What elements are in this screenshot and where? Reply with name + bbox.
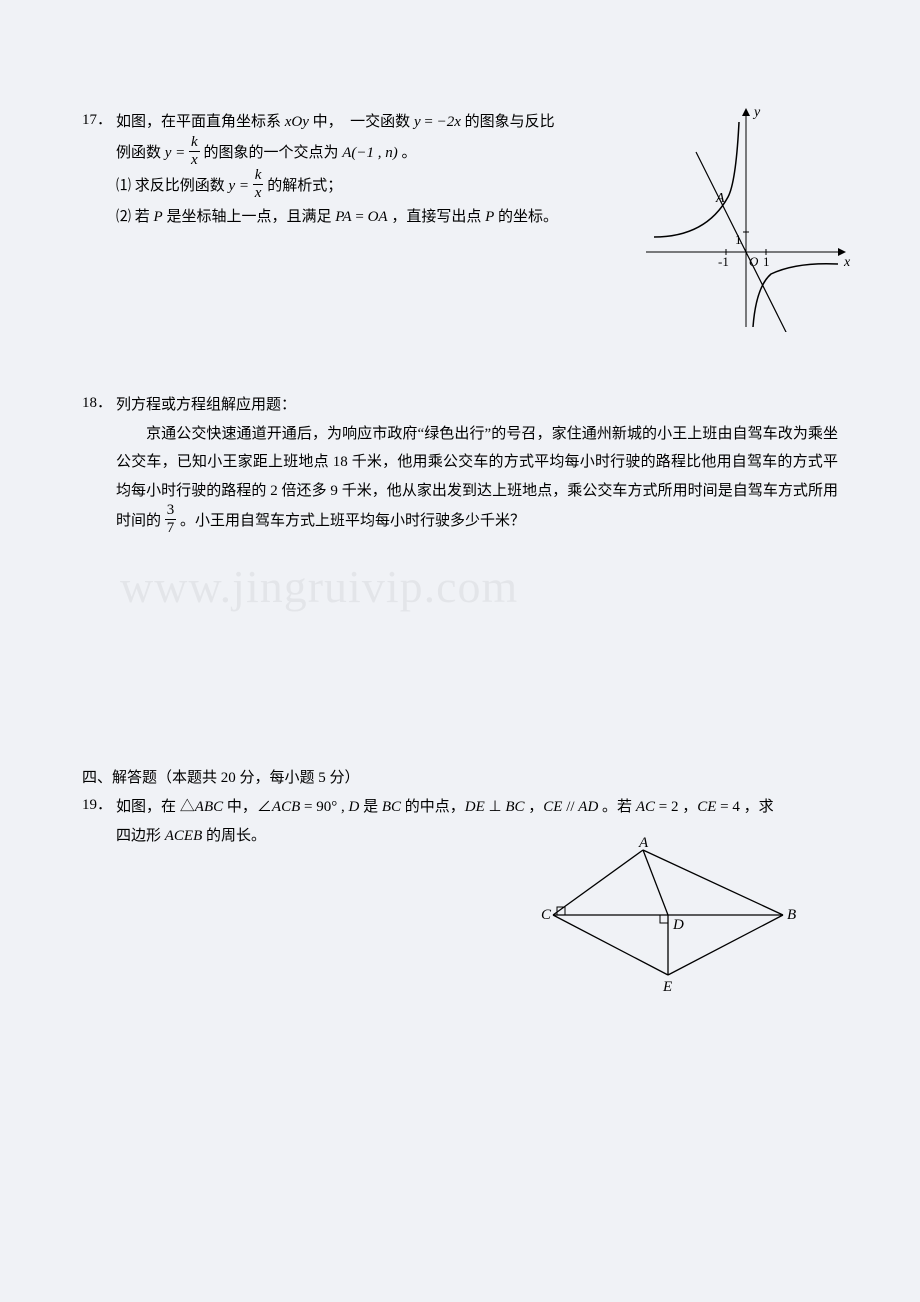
question-18: 18． 列方程或方程组解应用题： 京通公交快速通道开通后，为响应市政府“绿色出行… (82, 391, 838, 538)
svg-text:x: x (843, 255, 851, 270)
svg-text:1: 1 (735, 232, 742, 247)
q19-line1: 如图，在 △ABC 中，∠ACB = 90° , D 是 BC 的中点，DE ⊥… (116, 793, 838, 822)
q18-number: 18． (82, 391, 112, 412)
question-17: 17． 如图，在平面直角坐标系 xOy 中， 一交函数 y = −2x 的图象与… (82, 108, 838, 231)
svg-text:1: 1 (763, 254, 770, 269)
q17-graph: x y O 1 1 -1 A (636, 102, 856, 332)
svg-text:D: D (672, 917, 684, 933)
svg-text:-1: -1 (718, 254, 729, 269)
q18-title: 列方程或方程组解应用题： (116, 391, 838, 420)
question-19: 19． 如图，在 △ABC 中，∠ACB = 90° , D 是 BC 的中点，… (82, 793, 838, 850)
watermark: www.jingruivip.com (120, 560, 518, 613)
svg-text:C: C (541, 907, 552, 923)
svg-text:B: B (787, 907, 796, 923)
q19-number: 19． (82, 793, 112, 814)
svg-text:A: A (715, 191, 725, 206)
svg-text:E: E (662, 979, 672, 995)
q19-figure: A B C D E (533, 835, 803, 995)
svg-text:y: y (752, 105, 761, 120)
q18-body: 京通公交快速通道开通后，为响应市政府“绿色出行”的号召，家住通州新城的小王上班由… (116, 420, 838, 539)
section-4-heading: 四、解答题（本题共 20 分，每小题 5 分） (82, 766, 838, 787)
q17-number: 17． (82, 108, 112, 129)
svg-text:A: A (638, 835, 649, 851)
